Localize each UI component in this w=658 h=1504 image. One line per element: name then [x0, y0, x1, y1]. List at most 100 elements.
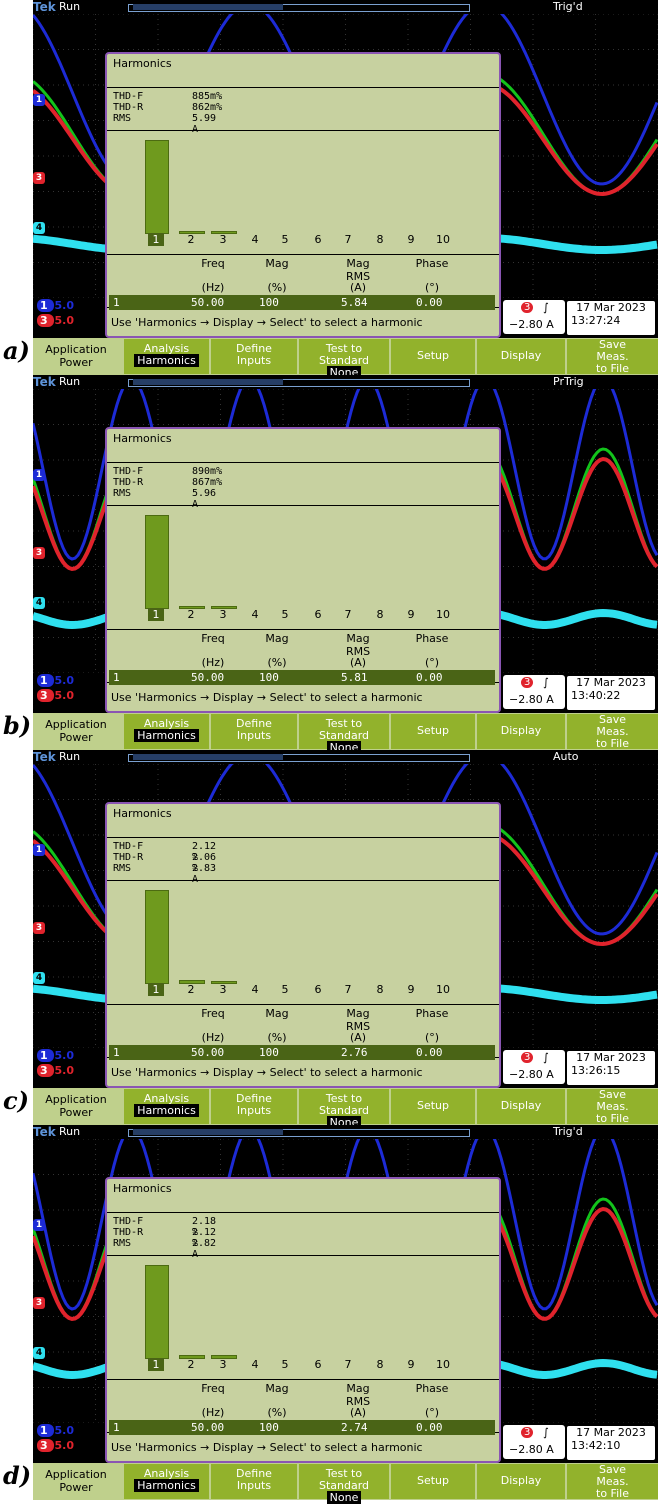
- harmonic-number[interactable]: 6: [314, 1358, 322, 1371]
- ch1-scale[interactable]: 1 5.0: [37, 1424, 74, 1437]
- setup-button[interactable]: Setup: [391, 1464, 475, 1499]
- trigger-readout[interactable]: 3 ∫ −2.80 A: [503, 675, 565, 709]
- harmonic-number[interactable]: 2: [187, 608, 195, 621]
- ch4-marker[interactable]: 4: [33, 222, 45, 234]
- ch1-marker[interactable]: 1: [33, 94, 45, 106]
- test-standard-button[interactable]: Test to Standard None: [299, 1089, 389, 1129]
- harmonic-number[interactable]: 1: [148, 1358, 164, 1371]
- save-meas-button[interactable]: Save Meas. to File: [567, 1089, 658, 1125]
- define-inputs-button[interactable]: Define Inputs: [211, 1464, 297, 1499]
- define-inputs-button[interactable]: Define Inputs: [211, 1089, 297, 1124]
- harmonic-number[interactable]: 5: [281, 608, 289, 621]
- ch1-marker[interactable]: 1: [33, 844, 45, 856]
- harmonic-number[interactable]: 4: [251, 1358, 259, 1371]
- harmonic-number[interactable]: 6: [314, 608, 322, 621]
- harmonic-number[interactable]: 10: [436, 983, 450, 996]
- ch3-marker[interactable]: 3: [33, 1297, 45, 1309]
- test-standard-button[interactable]: Test to Standard None: [299, 714, 389, 754]
- harmonic-number[interactable]: 6: [314, 983, 322, 996]
- analysis-button[interactable]: Analysis Harmonics: [124, 714, 209, 749]
- display-button-label: Display: [477, 1100, 565, 1112]
- ch1-marker[interactable]: 1: [33, 1219, 45, 1231]
- ch4-marker[interactable]: 4: [33, 1347, 45, 1359]
- harmonic-number[interactable]: 7: [344, 1358, 352, 1371]
- analysis-button[interactable]: Analysis Harmonics: [124, 339, 209, 374]
- ch1-scale[interactable]: 1 5.0: [37, 1049, 74, 1062]
- ch1-marker[interactable]: 1: [33, 469, 45, 481]
- analysis-button[interactable]: Analysis Harmonics: [124, 1089, 209, 1124]
- selected-harmonic-row[interactable]: 1 50.00 100 2.74 0.00: [109, 1420, 495, 1435]
- harmonic-number[interactable]: 8: [376, 983, 384, 996]
- display-button[interactable]: Display: [477, 1464, 565, 1499]
- ch3-scale[interactable]: 3 5.0: [37, 1439, 74, 1452]
- ch3-marker[interactable]: 3: [33, 547, 45, 559]
- harmonic-number[interactable]: 7: [344, 983, 352, 996]
- harmonic-number[interactable]: 9: [407, 1358, 415, 1371]
- row-value: 100: [259, 671, 279, 684]
- harmonic-number[interactable]: 3: [219, 233, 227, 246]
- harmonic-number[interactable]: 9: [407, 983, 415, 996]
- display-button[interactable]: Display: [477, 1089, 565, 1124]
- harmonic-number[interactable]: 4: [251, 608, 259, 621]
- harmonic-number[interactable]: 4: [251, 233, 259, 246]
- button-text: Analysis: [143, 1092, 190, 1105]
- harmonic-number[interactable]: 1: [148, 983, 164, 996]
- analysis-button[interactable]: Analysis Harmonics: [124, 1464, 209, 1499]
- display-button[interactable]: Display: [477, 339, 565, 374]
- ch3-scale[interactable]: 3 5.0: [37, 314, 74, 327]
- harmonic-number[interactable]: 7: [344, 233, 352, 246]
- panel-letter: d): [3, 1461, 32, 1490]
- harmonic-number[interactable]: 8: [376, 608, 384, 621]
- ch4-marker[interactable]: 4: [33, 597, 45, 609]
- harmonic-bar: [211, 231, 237, 234]
- harmonic-number[interactable]: 3: [219, 608, 227, 621]
- harmonic-number[interactable]: 9: [407, 233, 415, 246]
- ch3-scale[interactable]: 3 5.0: [37, 1064, 74, 1077]
- test-standard-button[interactable]: Test to Standard None: [299, 1464, 389, 1504]
- save-meas-button[interactable]: Save Meas. to File: [567, 714, 658, 750]
- ch1-scale[interactable]: 1 5.0: [37, 674, 74, 687]
- harmonic-number[interactable]: 3: [219, 983, 227, 996]
- save-meas-button[interactable]: Save Meas. to File: [567, 339, 658, 375]
- harmonic-number[interactable]: 5: [281, 983, 289, 996]
- ch4-marker[interactable]: 4: [33, 972, 45, 984]
- ch3-scale[interactable]: 3 5.0: [37, 689, 74, 702]
- harmonic-number[interactable]: 10: [436, 1358, 450, 1371]
- define-inputs-button[interactable]: Define Inputs: [211, 339, 297, 374]
- harmonic-number[interactable]: 6: [314, 233, 322, 246]
- display-button[interactable]: Display: [477, 714, 565, 749]
- setup-button[interactable]: Setup: [391, 339, 475, 374]
- trigger-slope-icon: ∫: [543, 1051, 549, 1064]
- selected-harmonic-row[interactable]: 1 50.00 100 5.84 0.00: [109, 295, 495, 310]
- harmonic-number[interactable]: 1: [148, 233, 164, 246]
- harmonic-number[interactable]: 2: [187, 1358, 195, 1371]
- harmonic-number[interactable]: 10: [436, 233, 450, 246]
- harmonic-number[interactable]: 5: [281, 1358, 289, 1371]
- display-button-label: Display: [477, 350, 565, 362]
- harmonic-number[interactable]: 10: [436, 608, 450, 621]
- harmonic-number[interactable]: 1: [148, 608, 164, 621]
- trigger-readout[interactable]: 3 ∫ −2.80 A: [503, 300, 565, 334]
- trigger-readout[interactable]: 3 ∫ −2.80 A: [503, 1425, 565, 1459]
- save-meas-button[interactable]: Save Meas. to File: [567, 1464, 658, 1500]
- ch3-marker[interactable]: 3: [33, 172, 45, 184]
- harmonic-number[interactable]: 8: [376, 1358, 384, 1371]
- harmonic-number[interactable]: 7: [344, 608, 352, 621]
- harmonic-number[interactable]: 9: [407, 608, 415, 621]
- selected-harmonic-row[interactable]: 1 50.00 100 2.76 0.00: [109, 1045, 495, 1060]
- harmonic-number[interactable]: 8: [376, 233, 384, 246]
- ch3-marker[interactable]: 3: [33, 922, 45, 934]
- ch1-scale[interactable]: 1 5.0: [37, 299, 74, 312]
- harmonic-number[interactable]: 4: [251, 983, 259, 996]
- test-standard-button[interactable]: Test to Standard None: [299, 339, 389, 379]
- setup-button[interactable]: Setup: [391, 1089, 475, 1124]
- define-inputs-button[interactable]: Define Inputs: [211, 714, 297, 749]
- harmonic-number[interactable]: 5: [281, 233, 289, 246]
- harmonic-number[interactable]: 3: [219, 1358, 227, 1371]
- harmonic-number[interactable]: 2: [187, 983, 195, 996]
- trigger-readout[interactable]: 3 ∫ −2.80 A: [503, 1050, 565, 1084]
- harmonic-number[interactable]: 2: [187, 233, 195, 246]
- selected-harmonic-row[interactable]: 1 50.00 100 5.81 0.00: [109, 670, 495, 685]
- setup-button[interactable]: Setup: [391, 714, 475, 749]
- column-unit: (%): [267, 281, 287, 294]
